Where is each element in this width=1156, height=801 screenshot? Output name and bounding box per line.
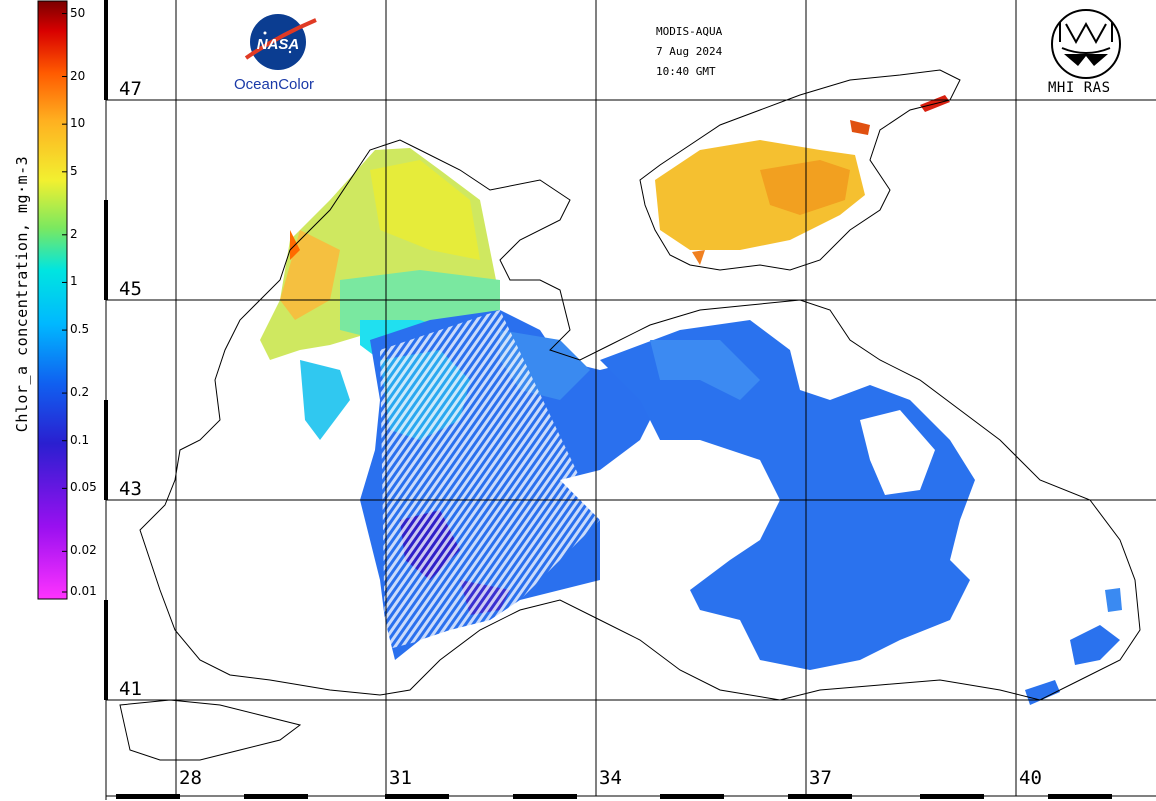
lon-label-31: 31 — [388, 767, 413, 789]
bottom-ruler — [106, 794, 1156, 799]
graticule — [106, 0, 1156, 796]
colorbar-tick-label: 1 — [70, 274, 78, 289]
left-ruler — [104, 0, 108, 800]
colorbar-title: Chlor_a concentration, mg·m-3 — [13, 155, 31, 433]
lon-label-28: 28 — [178, 767, 203, 789]
colorbar-tick-label: 20 — [70, 68, 86, 83]
colorbar-tick-label: 10 — [70, 116, 86, 131]
coastline — [119, 69, 1141, 761]
time-label: 10:40 GMT — [656, 65, 716, 78]
lat-label-45: 45 — [118, 278, 143, 300]
mhi-ras-caption: MHI RAS — [1048, 80, 1111, 96]
mhi-ras-logo — [1051, 9, 1121, 79]
colorbar-tick-label: 50 — [70, 5, 86, 20]
date-label: 7 Aug 2024 — [656, 45, 723, 58]
colorbar-tick-label: 0.02 — [70, 543, 97, 558]
lon-label-40: 40 — [1018, 767, 1043, 789]
satellite-label: MODIS-AQUA — [656, 25, 723, 38]
lat-label-41: 41 — [118, 678, 143, 700]
nasa-logo: NASA — [244, 14, 317, 70]
black-sea-coast — [139, 139, 1141, 701]
colorbar-tick-label: 0.01 — [70, 584, 97, 598]
lat-label-47: 47 — [118, 78, 143, 100]
colorbar-tick-label: 0.1 — [70, 432, 90, 447]
azov-coast — [639, 69, 961, 271]
colorbar-tick-label: 2 — [70, 226, 78, 241]
colorbar-tick-label: 0.2 — [70, 385, 90, 400]
east-blue-patch — [600, 320, 975, 670]
colorbar-tick-label: 5 — [70, 163, 78, 178]
colorbar-tick-label: 0.05 — [70, 480, 97, 495]
nasa-logo-text: NASA — [257, 36, 300, 53]
chlorophyll-data-layer — [260, 95, 1122, 705]
lon-label-34: 34 — [598, 767, 623, 789]
oceancolor-caption: OceanColor — [234, 76, 315, 93]
lat-label-43: 43 — [118, 478, 143, 500]
colorbar — [37, 0, 68, 600]
lon-label-37: 37 — [808, 767, 833, 789]
colorbar-tick-label: 0.5 — [70, 322, 90, 337]
